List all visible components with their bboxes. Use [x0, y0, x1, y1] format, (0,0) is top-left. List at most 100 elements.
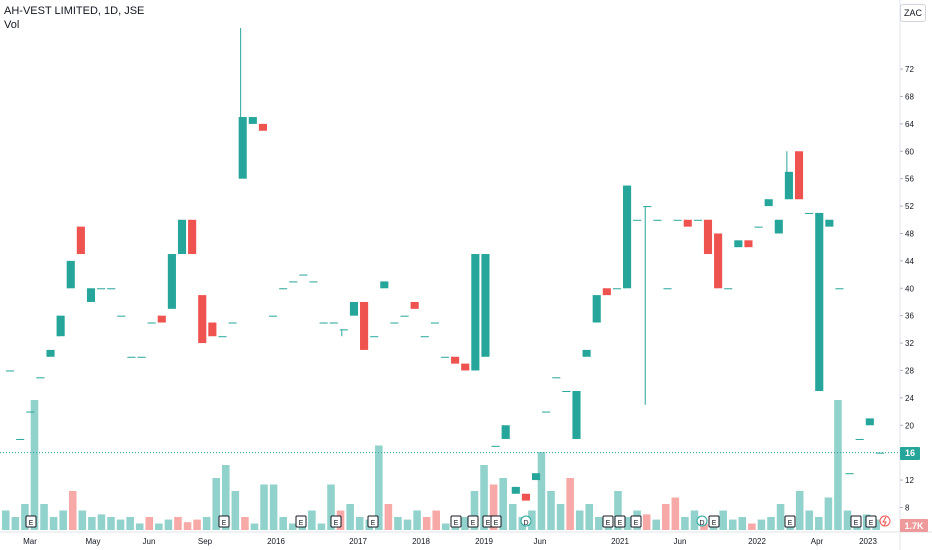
earnings-marker [295, 515, 307, 528]
volume-bar [537, 452, 546, 530]
candle-body [542, 411, 551, 413]
volume-bar [49, 517, 58, 530]
earnings-marker [602, 515, 614, 528]
volume-bar [728, 519, 737, 530]
candle-body [552, 377, 561, 379]
candle-body [147, 322, 156, 324]
volume-bar [126, 517, 134, 530]
candle-body [127, 356, 136, 358]
volume-bar [183, 522, 192, 530]
volume-bar [681, 517, 689, 530]
candle-body [805, 212, 814, 214]
volume-bar [30, 400, 39, 530]
volume-value-tag: 1.7K [900, 519, 928, 532]
candle-body [663, 288, 672, 290]
earnings-marker [367, 515, 379, 528]
volume-bar [155, 523, 163, 530]
volume-bar [250, 523, 259, 530]
volume-bar [700, 523, 708, 530]
candle-body [117, 315, 126, 317]
candle-body [471, 254, 480, 371]
event-marker-label: E [788, 520, 793, 527]
candle-body [714, 233, 723, 289]
y-tick-label: 24 [905, 394, 914, 403]
volume-bar [384, 504, 393, 530]
candle-body [400, 315, 409, 317]
volume-bar [260, 484, 268, 530]
volume-bar [834, 400, 842, 530]
volume-bar [652, 519, 660, 530]
candle-body [6, 370, 15, 372]
candle-body [855, 438, 864, 440]
candle-body [461, 363, 470, 371]
y-tick-label: 32 [905, 339, 914, 348]
candle-body [653, 219, 662, 221]
volume-bar [795, 491, 804, 530]
candle-body [299, 274, 308, 276]
candle-body [501, 425, 510, 439]
volume-bar [394, 517, 402, 530]
y-tick-label: 12 [905, 476, 914, 485]
volume-bar [288, 523, 297, 530]
candle-body [572, 391, 581, 439]
candle-body [440, 356, 450, 358]
candle-body [845, 473, 854, 475]
volume-bar [212, 478, 220, 530]
volume-bar [757, 519, 766, 530]
volume-bar [575, 510, 584, 530]
volume-bar [461, 517, 469, 530]
volume-bar [623, 517, 632, 530]
x-tick-label: Apr [811, 537, 824, 546]
volume-bar [489, 484, 498, 530]
candle-body [794, 151, 804, 200]
volume-bar [164, 519, 173, 530]
candle-body [774, 219, 783, 234]
earnings-marker [865, 515, 877, 528]
candle-body [390, 322, 399, 324]
volume-bar [824, 497, 833, 530]
y-tick-label: 64 [905, 120, 914, 129]
candle-body [724, 288, 733, 290]
volume-bar [231, 491, 240, 530]
earnings-marker [330, 515, 342, 528]
volume-bar [145, 517, 154, 530]
candle-body [430, 322, 439, 324]
volume-bar [355, 517, 364, 530]
y-tick-label: 28 [905, 366, 914, 375]
event-marker-label: E [454, 520, 459, 527]
symbol-title[interactable]: AH-VEST LIMITED, 1D, JSE [4, 5, 145, 17]
candle-body [339, 329, 348, 331]
volume-bar [776, 504, 785, 530]
volume-bar [11, 517, 20, 530]
event-marker-label: E [854, 520, 859, 527]
currency-button[interactable]: ZAC [900, 4, 926, 22]
volume-bar [690, 510, 699, 530]
event-marker-label: E [869, 520, 874, 527]
volume-bar [843, 510, 852, 530]
earnings-marker [490, 515, 502, 528]
candle-body [360, 301, 369, 350]
volume-bar [97, 514, 106, 530]
candle-body [208, 322, 217, 337]
volume-bar [222, 465, 230, 530]
x-tick-label: Jun [674, 537, 687, 546]
volume-bar [21, 504, 29, 530]
x-tick-label: 2019 [475, 537, 493, 546]
candle-body [370, 336, 379, 338]
x-tick-label: 2021 [611, 537, 629, 546]
x-tick-label: Jun [534, 537, 547, 546]
candle-body [16, 438, 25, 440]
earnings-marker [450, 515, 462, 528]
candle-body [157, 315, 166, 323]
candle-body [754, 226, 763, 228]
volume-bar [413, 510, 421, 530]
candle-body [562, 391, 571, 393]
candle-body [76, 226, 85, 255]
volume-bar [508, 504, 517, 530]
candle-body [56, 315, 65, 337]
volume-bar [116, 519, 125, 530]
candle-body [349, 301, 359, 316]
y-tick-label: 48 [905, 229, 914, 238]
candle-body [268, 315, 278, 317]
